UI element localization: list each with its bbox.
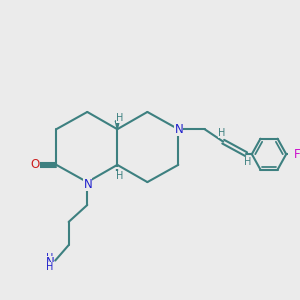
Polygon shape <box>115 121 119 129</box>
Text: H: H <box>218 128 226 138</box>
Text: H: H <box>244 158 251 167</box>
Text: N: N <box>46 256 54 268</box>
Text: H: H <box>116 113 124 123</box>
Text: N: N <box>175 123 183 136</box>
Text: N: N <box>83 178 92 191</box>
Text: H: H <box>46 262 54 272</box>
Text: F: F <box>294 148 300 161</box>
Text: H: H <box>46 253 54 263</box>
Text: H: H <box>116 171 124 181</box>
Text: O: O <box>30 158 40 171</box>
